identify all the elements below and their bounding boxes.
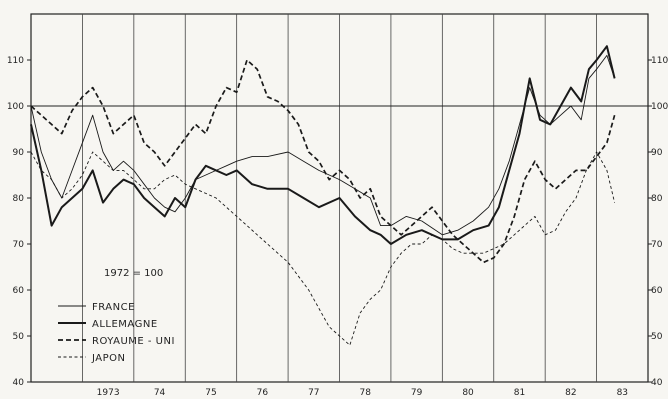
legend-label: ALLEMAGNE — [92, 319, 158, 330]
y-tick-label-left: 60 — [13, 286, 25, 296]
series-line-japon — [30, 151, 616, 346]
base-year-note: 1972 = 100 — [104, 268, 163, 279]
x-tick-label: 76 — [257, 388, 269, 398]
y-tick-label-right: 90 — [651, 148, 663, 158]
x-tick-label: 77 — [308, 388, 319, 398]
grid-layer — [30, 13, 649, 383]
y-tick-label-left: 50 — [13, 332, 25, 342]
y-tick-label-right: 80 — [651, 194, 663, 204]
axis-layer: 40 40 50 50 60 60 70 70 80 80 90 90 100 100 110 110 1973… — [7, 56, 668, 398]
y-tick-label-right: 100 — [651, 102, 668, 112]
x-tick-label: 1973 — [97, 388, 120, 398]
legend-label: JAPON — [91, 353, 126, 364]
series-layer — [30, 45, 616, 346]
legend-label: ROYAUME - UNI — [92, 336, 175, 347]
x-tick-label: 80 — [462, 388, 474, 398]
y-tick-label-left: 80 — [13, 194, 25, 204]
y-tick-label-right: 70 — [651, 240, 663, 250]
y-tick-label-left: 40 — [13, 378, 25, 388]
series-line-france — [30, 54, 616, 236]
y-tick-label-left: 100 — [7, 102, 24, 112]
x-tick-label: 79 — [411, 388, 423, 398]
legend-label: FRANCE — [92, 302, 135, 313]
legend: 1972 = 100 FRANCE ALLEMAGNE ROYAUME - UNI JA… — [58, 268, 175, 364]
y-tick-label-left: 70 — [13, 240, 25, 250]
series-line-royaume-uni — [30, 59, 616, 264]
x-tick-label: 75 — [205, 388, 216, 398]
x-tick-label: 81 — [514, 388, 525, 398]
x-tick-label: 83 — [617, 388, 628, 398]
y-tick-label-left: 90 — [13, 148, 25, 158]
y-tick-label-right: 110 — [651, 56, 668, 66]
y-tick-label-left: 110 — [7, 56, 24, 66]
y-tick-label-right: 50 — [651, 332, 663, 342]
y-tick-label-right: 60 — [651, 286, 663, 296]
x-tick-label: 82 — [565, 388, 576, 398]
series-line-allemagne — [30, 45, 616, 245]
x-tick-label: 74 — [154, 388, 166, 398]
y-tick-label-right: 40 — [651, 378, 663, 388]
x-tick-label: 78 — [359, 388, 371, 398]
